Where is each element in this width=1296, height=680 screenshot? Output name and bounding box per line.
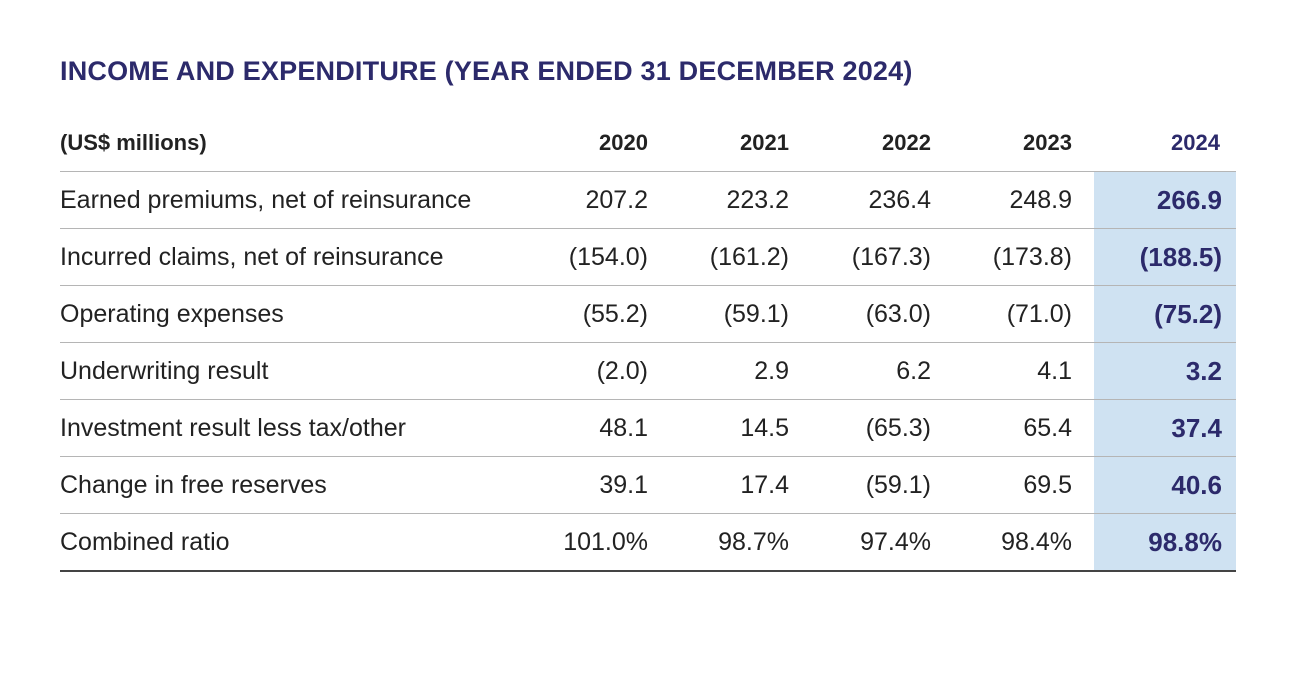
value-2022: 236.4 [868, 185, 931, 214]
table-header-row: (US$ millions) 2020 2021 2022 2023 2024 [60, 114, 1236, 172]
value-2023: 248.9 [1009, 185, 1072, 214]
value-2020: (154.0) [568, 242, 648, 271]
table-row: Underwriting result (2.0) 2.9 6.2 4.1 3.… [60, 343, 1236, 400]
table-row: Investment result less tax/other 48.1 14… [60, 400, 1236, 457]
value-2021: 98.7% [718, 527, 789, 556]
value-2022: 6.2 [896, 356, 931, 385]
value-2021: (161.2) [709, 242, 789, 271]
value-2021: (59.1) [723, 299, 789, 328]
header-year-2022: 2022 [882, 129, 931, 155]
value-2020: 48.1 [599, 413, 648, 442]
value-2020: (2.0) [596, 356, 648, 385]
value-2023: 98.4% [1001, 527, 1072, 556]
value-2021: 2.9 [754, 356, 789, 385]
header-year-2021: 2021 [740, 129, 789, 155]
value-2024-highlight: (75.2) [1094, 286, 1236, 342]
row-label: Operating expenses [60, 299, 284, 328]
value-2024-highlight: (188.5) [1094, 229, 1236, 285]
header-year-2024: 2024 [1171, 129, 1220, 155]
value-2024-highlight: 37.4 [1094, 400, 1236, 456]
row-label: Earned premiums, net of reinsurance [60, 185, 472, 214]
row-label: Incurred claims, net of reinsurance [60, 242, 444, 271]
table-row: Incurred claims, net of reinsurance (154… [60, 229, 1236, 286]
row-label: Change in free reserves [60, 470, 327, 499]
value-2020: (55.2) [582, 299, 648, 328]
income-expenditure-table: (US$ millions) 2020 2021 2022 2023 2024 … [60, 114, 1236, 572]
header-year-2023: 2023 [1023, 129, 1072, 155]
value-2022: 97.4% [860, 527, 931, 556]
value-2020: 101.0% [563, 527, 648, 556]
value-2021: 17.4 [740, 470, 789, 499]
value-2022: (167.3) [851, 242, 931, 271]
value-2020: 39.1 [599, 470, 648, 499]
value-2024-highlight: 266.9 [1094, 172, 1236, 228]
value-2020: 207.2 [585, 185, 648, 214]
value-2022: (63.0) [865, 299, 931, 328]
value-2023: (71.0) [1006, 299, 1072, 328]
row-label: Combined ratio [60, 527, 230, 556]
table-row: Combined ratio 101.0% 98.7% 97.4% 98.4% … [60, 514, 1236, 572]
value-2022: (59.1) [865, 470, 931, 499]
table-row: Operating expenses (55.2) (59.1) (63.0) … [60, 286, 1236, 343]
table-row: Change in free reserves 39.1 17.4 (59.1)… [60, 457, 1236, 514]
header-year-2020: 2020 [599, 129, 648, 155]
value-2021: 223.2 [726, 185, 789, 214]
value-2024-highlight: 3.2 [1094, 343, 1236, 399]
value-2023: 65.4 [1023, 413, 1072, 442]
row-label: Underwriting result [60, 356, 269, 385]
value-2022: (65.3) [865, 413, 931, 442]
value-2023: 4.1 [1037, 356, 1072, 385]
header-units-label: (US$ millions) [60, 129, 207, 155]
value-2023: 69.5 [1023, 470, 1072, 499]
table-title: INCOME AND EXPENDITURE (YEAR ENDED 31 DE… [60, 56, 913, 86]
row-label: Investment result less tax/other [60, 413, 406, 442]
value-2023: (173.8) [992, 242, 1072, 271]
value-2024-highlight: 98.8% [1094, 514, 1236, 570]
table-row: Earned premiums, net of reinsurance 207.… [60, 172, 1236, 229]
value-2021: 14.5 [740, 413, 789, 442]
value-2024-highlight: 40.6 [1094, 457, 1236, 513]
